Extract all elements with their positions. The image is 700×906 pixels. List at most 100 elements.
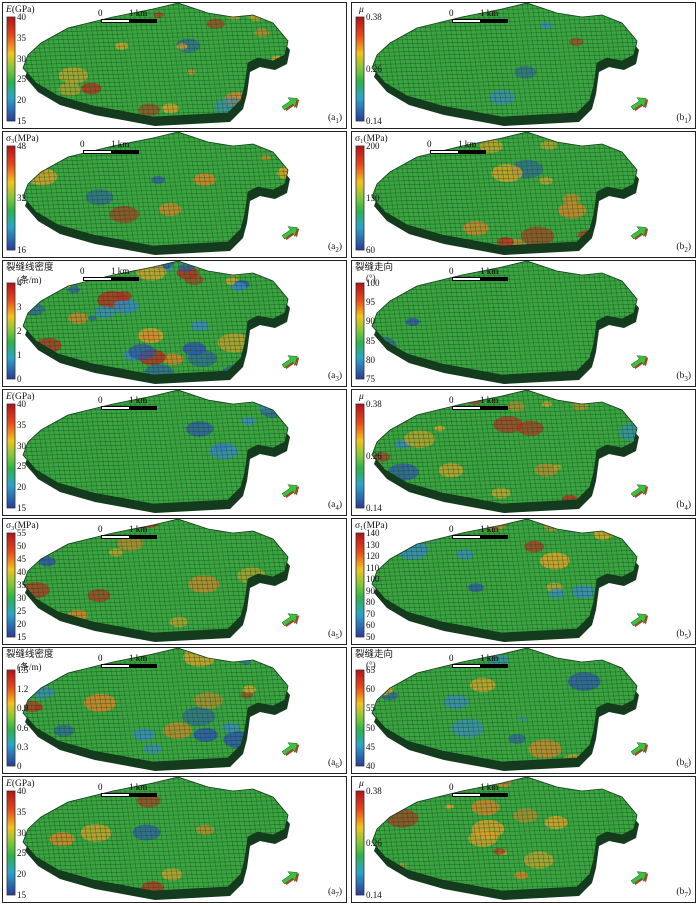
- colorbar-tick: 0.14: [366, 503, 382, 513]
- direction-arrow-icon: [281, 742, 300, 756]
- colorbar-tick: 4: [17, 278, 22, 288]
- panel-label: (a6): [327, 758, 342, 770]
- scale-zero: 0: [80, 139, 85, 149]
- colorbar-tick: 40: [366, 761, 375, 771]
- panel-a3: 裂缝线密度 (条/m) 4 3 2 1 0 0 1 km (a3): [2, 260, 347, 387]
- colorbar-tick: 35: [17, 580, 26, 590]
- colorbar-tick: 0: [17, 761, 22, 771]
- panel-b3: 裂缝走向 (°) 100 95 90 85 80 75 0 1 km (b3): [351, 260, 696, 387]
- colorbar-tick: 0.26: [366, 64, 382, 74]
- scale-zero: 0: [449, 524, 454, 534]
- panel-a4: E(GPa) 40 35 30 25 20 15 0 1 km (a4): [2, 389, 347, 516]
- colorbar: [6, 790, 16, 896]
- scale-unit: 1 km: [480, 266, 499, 276]
- colorbar-tick: 1: [17, 350, 22, 360]
- colorbar-title: σ₃(MPa): [6, 521, 39, 531]
- direction-arrow-icon: [281, 871, 300, 885]
- colorbar-tick: 55: [366, 703, 375, 714]
- colorbar-tick: 1.2: [17, 684, 29, 695]
- colorbar: [355, 145, 365, 251]
- colorbar-tick: 25: [17, 606, 26, 616]
- panel-b4: μ 0.38 0.26 0.14 0 1 km (b4): [351, 389, 696, 516]
- scale-unit: 1 km: [480, 395, 499, 405]
- colorbar-tick: 30: [17, 593, 26, 603]
- colorbar-title: μ: [359, 779, 364, 789]
- colorbar-tick: 100: [366, 278, 380, 288]
- colorbar-title: σ₁(MPa): [355, 521, 388, 531]
- colorbar-tick: 20: [17, 95, 26, 106]
- panel-a6: 裂缝线密度 (条/m) 1.5 1.2 0.9 0.6 0.3 0 0 1 km (a6): [2, 647, 347, 774]
- colorbar-tick: 95: [366, 297, 375, 308]
- colorbar-tick: 20: [17, 869, 26, 880]
- scale-zero: 0: [98, 782, 103, 792]
- fracture-map-a3: [6, 261, 300, 384]
- fracture-map-a4: [6, 390, 300, 513]
- colorbar-tick: 15: [17, 632, 26, 642]
- fracture-map-a1: [6, 3, 300, 126]
- panel-label: (b3): [676, 371, 691, 383]
- colorbar: [355, 669, 365, 767]
- colorbar-tick: 65: [366, 665, 375, 675]
- colorbar-tick: 15: [17, 890, 26, 900]
- colorbar: [355, 403, 365, 509]
- colorbar: [6, 16, 16, 122]
- colorbar: [355, 282, 365, 380]
- panel-label: (a7): [327, 887, 342, 899]
- scale-bar-graphic: [452, 793, 508, 797]
- scale-unit: 1 km: [111, 266, 130, 276]
- panel-a2: σ₃(MPa) 48 32 16 0 1 km (a2): [2, 131, 347, 258]
- colorbar-tick: 0.14: [366, 890, 382, 900]
- colorbar-tick: 40: [17, 567, 26, 577]
- colorbar-tick: 75: [366, 374, 375, 384]
- colorbar-tick: 25: [17, 74, 26, 85]
- scale-zero: 0: [80, 266, 85, 276]
- colorbar-title: σ₁(MPa): [355, 134, 388, 144]
- scale-bar-graphic: [101, 406, 157, 410]
- colorbar-tick: 15: [17, 503, 26, 513]
- scale-zero: 0: [449, 782, 454, 792]
- colorbar-tick: 50: [366, 632, 375, 642]
- scale-bar-graphic: [430, 150, 486, 154]
- panel-label: (b7): [676, 887, 691, 899]
- colorbar-tick: 90: [366, 585, 375, 596]
- colorbar-tick: 80: [366, 597, 375, 608]
- scale-unit: 1 km: [129, 8, 148, 18]
- colorbar-tick: 20: [17, 619, 26, 629]
- scale-bar-graphic: [452, 664, 508, 668]
- colorbar: [6, 403, 16, 509]
- scale-unit: 1 km: [129, 782, 148, 792]
- colorbar-tick: 0.14: [366, 116, 382, 126]
- colorbar: [6, 145, 16, 251]
- scale-bar-graphic: [452, 406, 508, 410]
- colorbar-tick: 30: [17, 53, 26, 64]
- scale-unit: 1 km: [480, 8, 499, 18]
- scale-zero: 0: [449, 395, 454, 405]
- scale-unit: 1 km: [129, 653, 148, 663]
- colorbar-tick: 60: [366, 620, 375, 631]
- colorbar-tick: 0.38: [366, 12, 382, 22]
- scale-unit: 1 km: [480, 653, 499, 663]
- direction-arrow-icon: [630, 226, 649, 240]
- scale-unit: 1 km: [480, 524, 499, 534]
- colorbar-title: 裂缝线密度: [6, 263, 54, 273]
- scale-zero: 0: [98, 653, 103, 663]
- panel-label: (b2): [676, 242, 691, 254]
- scale-unit: 1 km: [480, 782, 499, 792]
- scale-bar-graphic: [83, 277, 139, 281]
- colorbar-tick: 120: [366, 551, 380, 562]
- colorbar-tick: 40: [17, 12, 26, 22]
- direction-arrow-icon: [281, 484, 300, 498]
- panel-label: (a1): [327, 113, 342, 125]
- panel-label: (b1): [676, 113, 691, 125]
- colorbar-tick: 15: [17, 116, 26, 126]
- scale-zero: 0: [98, 8, 103, 18]
- panel-label: (b5): [676, 629, 691, 641]
- direction-arrow-icon: [281, 355, 300, 369]
- colorbar: [355, 790, 365, 896]
- panel-b1: μ 0.38 0.26 0.14 0 1 km (b1): [351, 2, 696, 129]
- colorbar-tick: 0.3: [17, 741, 29, 752]
- scale-zero: 0: [427, 139, 432, 149]
- panel-label: (b4): [676, 500, 691, 512]
- colorbar-tick: 40: [17, 399, 26, 409]
- colorbar-tick: 30: [17, 440, 26, 451]
